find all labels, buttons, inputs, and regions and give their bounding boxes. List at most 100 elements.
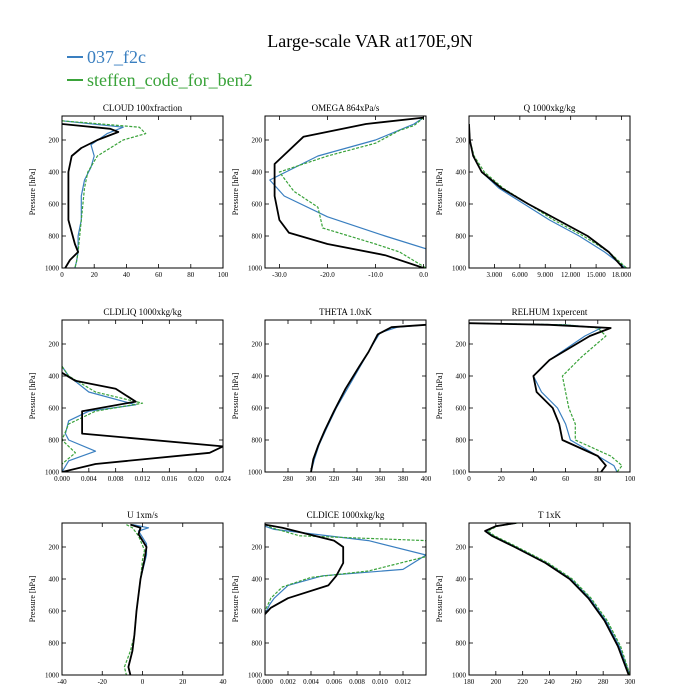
x-tick-label: 200 (491, 678, 502, 686)
y-axis-label: Pressure [hPa] (231, 372, 240, 419)
series-line-steffen-code-for-ben2 (123, 524, 146, 675)
y-tick-label: 1000 (248, 469, 263, 477)
y-tick-label: 800 (456, 640, 467, 648)
x-tick-label: 12.000 (561, 271, 581, 279)
x-tick-label: -40 (57, 678, 67, 686)
y-tick-label: 200 (252, 341, 263, 349)
panel-title: THETA 1.0xK (319, 307, 372, 317)
x-tick-label: 360 (375, 475, 386, 483)
y-tick-label: 400 (252, 169, 263, 177)
x-tick-label: 0.000 (257, 678, 273, 686)
x-tick-label: 18.000 (612, 271, 632, 279)
series-line-steffen-code-for-ben2 (265, 524, 426, 612)
series-line-control (484, 523, 630, 675)
y-axis-label: Pressure [hPa] (28, 168, 37, 215)
x-tick-label: 3.000 (487, 271, 503, 279)
plot-frame (468, 522, 631, 676)
x-tick-label: -20.0 (320, 271, 335, 279)
y-tick-label: 1000 (452, 265, 467, 273)
y-tick-label: 600 (252, 608, 263, 616)
x-tick-label: 0.008 (108, 475, 124, 483)
x-tick-label: 0.010 (372, 678, 388, 686)
series-line-steffen-code-for-ben2 (469, 322, 623, 472)
x-tick-label: 60 (562, 475, 570, 483)
panel-3: CLDLIQ 1000xkg/kg Pressure [hPa] 0.000 0.00… (28, 307, 231, 483)
y-axis-label: Pressure [hPa] (231, 168, 240, 215)
panels: CLOUD 100xfraction Pressure [hPa] 0 20 40 60 8… (28, 103, 636, 686)
y-tick-label: 400 (49, 373, 60, 381)
panel-title: U 1xm/s (127, 510, 158, 520)
y-tick-label: 600 (49, 201, 60, 209)
panel-1: OMEGA 864xPa/s Pressure [hPa] -30.0 -20.0 -1… (231, 103, 428, 279)
y-tick-label: 800 (456, 233, 467, 241)
legend-label-steffen-code-for-ben2: steffen_code_for_ben2 (87, 70, 253, 90)
x-tick-label: 100 (625, 475, 636, 483)
y-tick-label: 200 (456, 341, 467, 349)
y-tick-label: 400 (49, 576, 60, 584)
y-tick-label: 600 (456, 405, 467, 413)
y-axis-label: Pressure [hPa] (435, 372, 444, 419)
x-tick-label: 9.000 (537, 271, 553, 279)
x-tick-label: 0.016 (161, 475, 177, 483)
series-line-control (62, 372, 223, 472)
series-line-037-f2c (265, 525, 426, 615)
series-line-037-f2c (485, 523, 630, 675)
plot-frame (468, 319, 631, 473)
x-tick-label: 0.006 (326, 678, 342, 686)
y-tick-label: 600 (252, 405, 263, 413)
y-tick-label: 600 (456, 201, 467, 209)
y-tick-label: 400 (456, 373, 467, 381)
x-tick-label: 6.000 (512, 271, 528, 279)
series-line-steffen-code-for-ben2 (469, 123, 628, 268)
x-tick-label: 280 (283, 475, 294, 483)
x-tick-label: 20 (91, 271, 99, 279)
series-line-control (310, 323, 426, 472)
plot-frame (264, 319, 427, 473)
y-tick-label: 800 (49, 437, 60, 445)
panel-4: THETA 1.0xK Pressure [hPa] 280 300 320 340 360… (231, 307, 432, 483)
x-tick-label: -30.0 (272, 271, 287, 279)
series-line-control (265, 523, 345, 615)
x-tick-label: 0.000 (54, 475, 70, 483)
x-tick-label: 20 (498, 475, 506, 483)
x-tick-label: 40 (530, 475, 538, 483)
x-tick-label: 80 (187, 271, 195, 279)
x-tick-label: -20 (98, 678, 108, 686)
x-tick-label: 0.002 (280, 678, 296, 686)
y-axis-label: Pressure [hPa] (28, 575, 37, 622)
y-tick-label: 600 (456, 608, 467, 616)
y-tick-label: 600 (49, 608, 60, 616)
panel-7: CLDICE 1000xkg/kg Pressure [hPa] 0.000 0.00… (231, 510, 427, 686)
y-tick-label: 1000 (45, 469, 60, 477)
series-line-037-f2c (269, 117, 426, 268)
y-tick-label: 800 (456, 437, 467, 445)
x-tick-label: 400 (421, 475, 432, 483)
y-tick-label: 800 (252, 640, 263, 648)
y-axis-label: Pressure [hPa] (435, 168, 444, 215)
x-tick-label: 0.0 (419, 271, 428, 279)
x-tick-label: 0.012 (395, 678, 411, 686)
y-tick-label: 200 (252, 544, 263, 552)
x-tick-label: 320 (329, 475, 340, 483)
x-tick-label: 240 (544, 678, 555, 686)
series-line-steffen-code-for-ben2 (487, 523, 630, 675)
y-tick-label: 200 (252, 137, 263, 145)
panel-title: Q 1000xkg/kg (524, 103, 576, 113)
x-tick-label: 0 (141, 678, 145, 686)
x-tick-label: 300 (306, 475, 317, 483)
x-tick-label: 0.024 (215, 475, 231, 483)
series-line-control (469, 322, 612, 472)
series-line-037-f2c (310, 324, 426, 472)
y-tick-label: 800 (49, 640, 60, 648)
x-tick-label: 0.004 (81, 475, 97, 483)
plot-frame (264, 115, 427, 269)
x-tick-label: 100 (218, 271, 229, 279)
panel-title: CLDLIQ 1000xkg/kg (103, 307, 182, 317)
y-axis-label: Pressure [hPa] (435, 575, 444, 622)
panel-8: T 1xK Pressure [hPa] 180 200 220 240 260 280 300… (435, 510, 636, 686)
series-line-control (273, 116, 424, 268)
y-tick-label: 200 (49, 544, 60, 552)
panel-title: T 1xK (538, 510, 562, 520)
y-tick-label: 400 (252, 576, 263, 584)
